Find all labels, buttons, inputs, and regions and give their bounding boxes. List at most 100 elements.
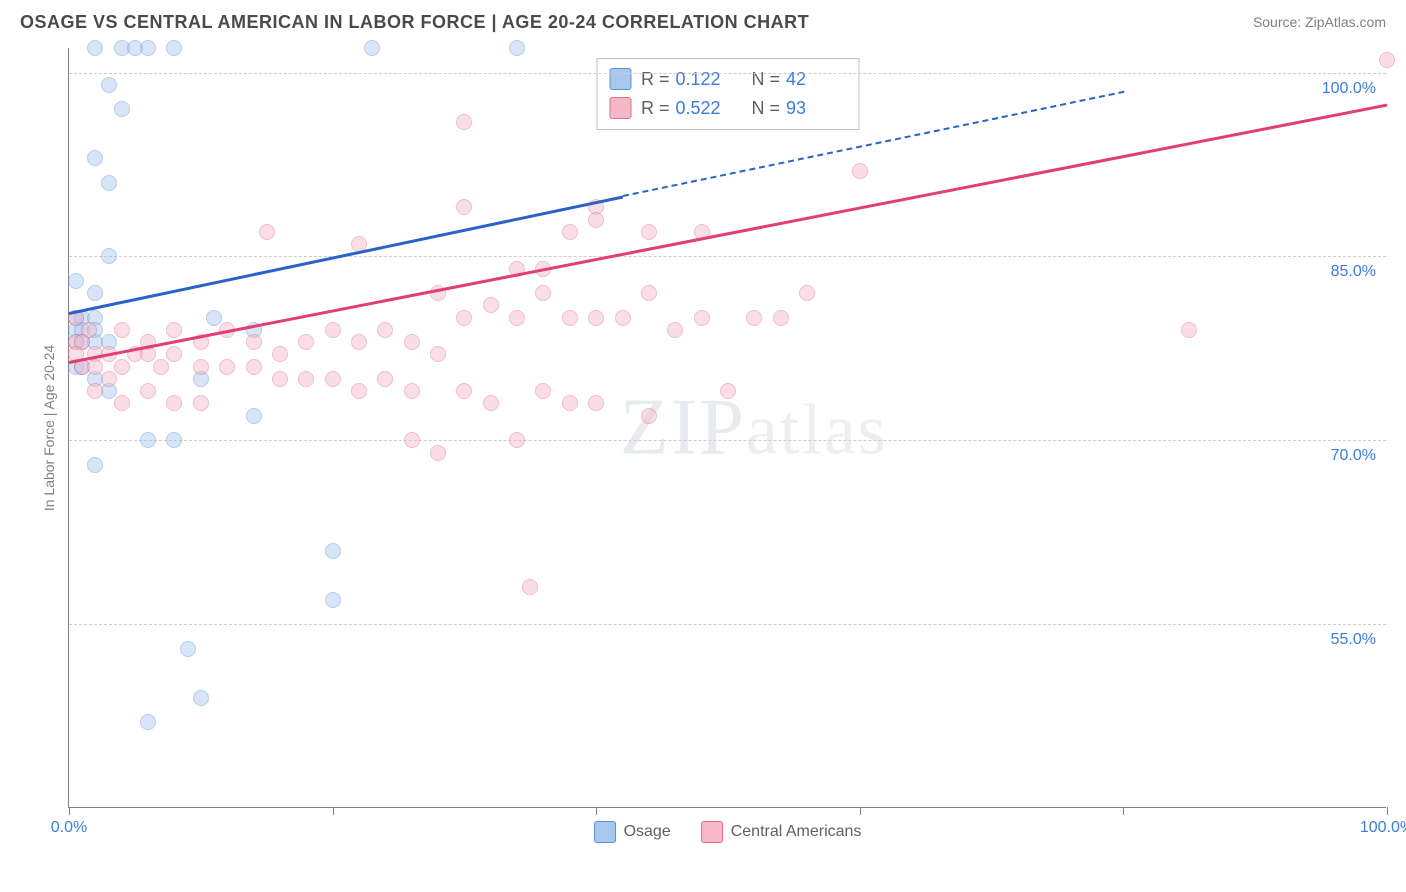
data-point <box>114 322 130 338</box>
data-point <box>272 371 288 387</box>
gridline <box>69 256 1386 257</box>
data-point <box>588 212 604 228</box>
legend-swatch <box>594 821 616 843</box>
data-point <box>87 359 103 375</box>
data-point <box>193 359 209 375</box>
data-point <box>404 334 420 350</box>
data-point <box>140 383 156 399</box>
data-point <box>166 432 182 448</box>
data-point <box>404 383 420 399</box>
legend-label: Central Americans <box>731 823 862 841</box>
data-point <box>87 285 103 301</box>
y-tick-label: 70.0% <box>1331 447 1376 465</box>
chart-source: Source: ZipAtlas.com <box>1253 14 1386 30</box>
data-point <box>351 383 367 399</box>
data-point <box>193 690 209 706</box>
data-point <box>114 359 130 375</box>
legend-label: Osage <box>624 823 671 841</box>
data-point <box>562 310 578 326</box>
x-tick <box>596 807 597 815</box>
data-point <box>101 371 117 387</box>
x-tick <box>69 807 70 815</box>
gridline <box>69 73 1386 74</box>
data-point <box>153 359 169 375</box>
data-point <box>140 714 156 730</box>
data-point <box>456 199 472 215</box>
x-tick <box>1387 807 1388 815</box>
data-point <box>87 150 103 166</box>
data-point <box>166 395 182 411</box>
data-point <box>140 432 156 448</box>
data-point <box>246 408 262 424</box>
data-point <box>325 371 341 387</box>
data-point <box>206 310 222 326</box>
bottom-legend: Osage Central Americans <box>594 821 862 843</box>
data-point <box>562 224 578 240</box>
stats-legend: R =0.122 N =42R =0.522 N =93 <box>596 58 859 130</box>
data-point <box>535 383 551 399</box>
data-point <box>720 383 736 399</box>
chart-container: In Labor Force | Age 20-24 ZIPatlas R =0… <box>20 48 1386 848</box>
data-point <box>641 285 657 301</box>
legend-swatch <box>701 821 723 843</box>
stats-row: R =0.522 N =93 <box>609 94 846 123</box>
data-point <box>272 346 288 362</box>
data-point <box>81 322 97 338</box>
data-point <box>140 40 156 56</box>
data-point <box>351 334 367 350</box>
data-point <box>746 310 762 326</box>
chart-title: OSAGE VS CENTRAL AMERICAN IN LABOR FORCE… <box>20 12 809 32</box>
data-point <box>641 224 657 240</box>
data-point <box>509 432 525 448</box>
data-point <box>404 432 420 448</box>
x-tick-label: 100.0% <box>1360 819 1406 837</box>
stat-n-value: 93 <box>786 94 846 123</box>
data-point <box>483 395 499 411</box>
data-point <box>219 359 235 375</box>
stat-r-label: R = <box>641 65 670 94</box>
data-point <box>377 371 393 387</box>
data-point <box>377 322 393 338</box>
data-point <box>483 297 499 313</box>
stats-row: R =0.122 N =42 <box>609 65 846 94</box>
x-tick <box>1123 807 1124 815</box>
legend-item: Osage <box>594 821 671 843</box>
x-tick-label: 0.0% <box>51 819 87 837</box>
legend-swatch <box>609 97 631 119</box>
data-point <box>325 543 341 559</box>
data-point <box>101 77 117 93</box>
stat-r-value: 0.122 <box>676 65 736 94</box>
data-point <box>615 310 631 326</box>
y-tick-label: 85.0% <box>1331 263 1376 281</box>
data-point <box>298 371 314 387</box>
stat-n-label: N = <box>742 94 781 123</box>
data-point <box>180 641 196 657</box>
data-point <box>522 579 538 595</box>
data-point <box>325 592 341 608</box>
data-point <box>166 346 182 362</box>
data-point <box>114 101 130 117</box>
data-point <box>430 346 446 362</box>
data-point <box>298 334 314 350</box>
data-point <box>799 285 815 301</box>
data-point <box>246 334 262 350</box>
data-point <box>246 359 262 375</box>
data-point <box>588 395 604 411</box>
data-point <box>667 322 683 338</box>
chart-header: OSAGE VS CENTRAL AMERICAN IN LABOR FORCE… <box>20 12 1386 38</box>
data-point <box>87 457 103 473</box>
plot-area: In Labor Force | Age 20-24 ZIPatlas R =0… <box>68 48 1386 808</box>
y-axis-label: In Labor Force | Age 20-24 <box>41 344 57 510</box>
data-point <box>456 114 472 130</box>
data-point <box>87 40 103 56</box>
data-point <box>641 408 657 424</box>
data-point <box>588 310 604 326</box>
data-point <box>535 285 551 301</box>
data-point <box>852 163 868 179</box>
x-tick <box>860 807 861 815</box>
data-point <box>101 248 117 264</box>
gridline <box>69 624 1386 625</box>
legend-item: Central Americans <box>701 821 862 843</box>
data-point <box>509 40 525 56</box>
data-point <box>456 310 472 326</box>
